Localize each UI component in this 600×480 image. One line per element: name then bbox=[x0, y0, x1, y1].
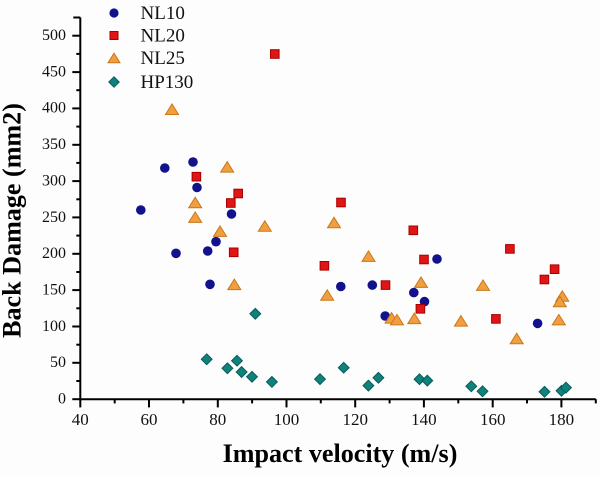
svg-text:0: 0 bbox=[58, 391, 66, 408]
svg-text:160: 160 bbox=[480, 410, 506, 429]
svg-text:100: 100 bbox=[274, 410, 300, 429]
svg-text:400: 400 bbox=[42, 100, 66, 117]
svg-text:150: 150 bbox=[42, 281, 66, 298]
svg-text:40: 40 bbox=[72, 410, 89, 429]
svg-text:80: 80 bbox=[209, 410, 226, 429]
svg-text:NL20: NL20 bbox=[141, 26, 185, 47]
svg-text:120: 120 bbox=[342, 410, 368, 429]
svg-text:300: 300 bbox=[42, 172, 66, 189]
svg-text:250: 250 bbox=[42, 209, 66, 226]
svg-text:500: 500 bbox=[42, 27, 66, 44]
svg-text:200: 200 bbox=[42, 245, 66, 262]
svg-text:HP130: HP130 bbox=[141, 72, 194, 93]
svg-text:Impact velocity (m/s): Impact velocity (m/s) bbox=[223, 439, 458, 468]
svg-text:180: 180 bbox=[549, 410, 575, 429]
svg-text:350: 350 bbox=[42, 136, 66, 153]
svg-text:NL10: NL10 bbox=[141, 3, 185, 24]
svg-text:450: 450 bbox=[42, 63, 66, 80]
svg-text:60: 60 bbox=[141, 410, 158, 429]
svg-text:50: 50 bbox=[50, 354, 66, 371]
svg-text:140: 140 bbox=[411, 410, 437, 429]
svg-text:Back Damage (mm2): Back Damage (mm2) bbox=[0, 103, 27, 338]
svg-text:NL25: NL25 bbox=[141, 48, 185, 69]
svg-text:100: 100 bbox=[42, 318, 66, 335]
